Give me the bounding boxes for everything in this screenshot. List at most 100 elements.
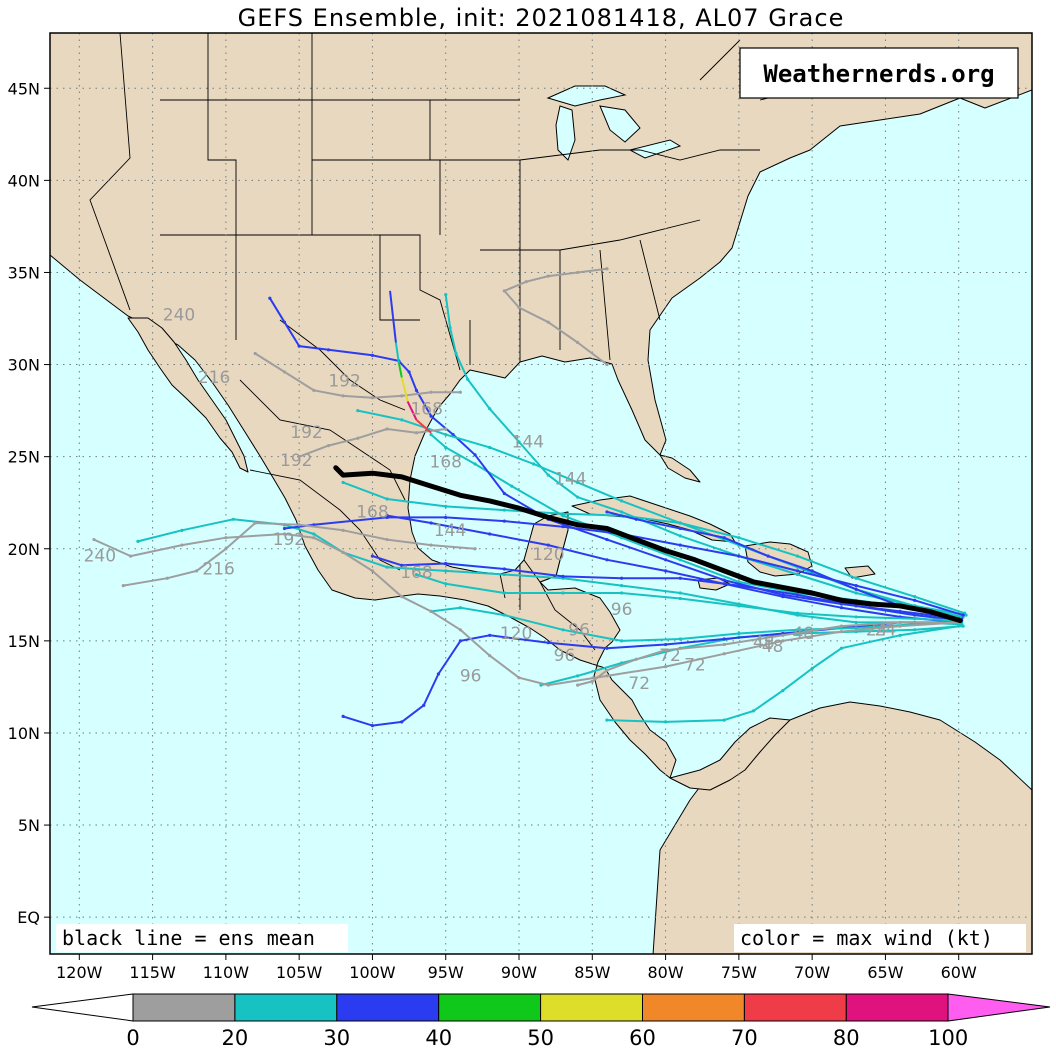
track-point xyxy=(341,550,345,555)
forecast-hour-label: 96 xyxy=(460,666,482,686)
colorbar-label: 0 xyxy=(126,1026,139,1050)
track-point xyxy=(532,462,536,466)
track-point xyxy=(620,576,624,580)
track-point xyxy=(546,320,550,324)
track-point xyxy=(678,558,682,562)
track-point xyxy=(444,582,448,586)
track-point xyxy=(444,445,448,450)
colorbar-segment xyxy=(132,993,236,1022)
forecast-hour-label: 120 xyxy=(532,545,564,565)
track-point xyxy=(414,572,419,577)
track-point xyxy=(839,630,844,634)
andros-bahamas xyxy=(659,454,701,483)
forecast-hour-label: 192 xyxy=(290,423,322,443)
track-point xyxy=(429,390,433,394)
track-point xyxy=(356,409,360,413)
colorbar-label: 60 xyxy=(629,1026,656,1050)
yucatan xyxy=(523,511,569,583)
track-point xyxy=(297,344,301,348)
track-point xyxy=(502,613,506,617)
lat-tick-label: 20N xyxy=(8,540,40,559)
track-point xyxy=(722,652,726,656)
track-point xyxy=(781,595,785,599)
track-point xyxy=(781,688,785,693)
track-point xyxy=(795,593,800,597)
track-point xyxy=(810,666,814,671)
track-point xyxy=(839,606,844,610)
track-point xyxy=(605,537,609,542)
forecast-hour-label: 216 xyxy=(202,560,234,580)
lake-superior xyxy=(546,85,627,107)
track-point xyxy=(605,668,609,672)
colorbar-tick-labels: 0 20 30 40 50 60 70 80 100 xyxy=(126,1026,968,1050)
lat-tick-label: 45N xyxy=(8,79,40,98)
wind-colorbar: 0 20 30 40 50 60 70 80 100 xyxy=(31,993,1051,1050)
track-point xyxy=(576,480,580,485)
colorbar-segment xyxy=(438,993,542,1022)
colorbar-label: 40 xyxy=(425,1026,452,1050)
track-point xyxy=(663,720,668,724)
track-point xyxy=(576,683,580,687)
track-point xyxy=(898,624,902,628)
track-point xyxy=(444,432,448,437)
track-point xyxy=(839,624,844,628)
track-point xyxy=(502,519,506,523)
track-point xyxy=(414,388,419,392)
track-point xyxy=(253,351,257,356)
forecast-hour-label: 24 xyxy=(875,620,897,640)
track-point xyxy=(737,536,741,540)
track-point xyxy=(678,534,682,538)
colorbar-label: 70 xyxy=(731,1026,758,1050)
track-point xyxy=(517,676,521,680)
track-point xyxy=(312,388,316,392)
track-point xyxy=(180,543,184,547)
track-point xyxy=(429,609,433,613)
colorbar-left-arrow xyxy=(31,993,134,1022)
colorbar-label: 30 xyxy=(323,1026,350,1050)
track-point xyxy=(448,326,452,330)
track-point xyxy=(370,396,375,400)
track-point xyxy=(407,370,411,374)
lon-tick-label: 65W xyxy=(867,963,903,982)
wind-legend-text: color = max wind (kt) xyxy=(740,926,993,950)
track-point xyxy=(854,620,858,625)
track-point xyxy=(488,633,492,637)
member-track-segment xyxy=(406,400,418,421)
member-track-segment xyxy=(415,419,432,434)
forecast-hour-label: 120 xyxy=(500,624,532,644)
track-point xyxy=(451,432,455,437)
track-point xyxy=(231,517,235,521)
member-track-segment xyxy=(394,342,400,363)
brand-label[interactable]: Weathernerds.org xyxy=(763,60,994,88)
baja-california xyxy=(127,317,249,473)
map-frame xyxy=(49,32,1033,955)
brand-box[interactable]: Weathernerds.org xyxy=(739,47,1019,99)
track-point xyxy=(341,394,345,398)
track-point xyxy=(429,521,433,525)
latitude-axis: EQ 5N 10N 15N 20N 25N 30N 35N 40N 45N xyxy=(8,79,50,927)
track-point xyxy=(737,554,741,558)
track-point xyxy=(422,703,426,707)
track-point xyxy=(326,444,331,448)
member-track xyxy=(123,522,476,587)
track-point xyxy=(678,596,682,601)
track-point xyxy=(370,353,375,357)
lake-michigan xyxy=(555,105,576,161)
forecast-hour-label: 168 xyxy=(410,399,442,419)
lon-tick-label: 120W xyxy=(56,963,103,982)
track-point xyxy=(253,521,257,525)
track-point xyxy=(165,576,169,580)
track-point xyxy=(576,674,580,678)
colorbar-segment xyxy=(642,993,745,1022)
track-point xyxy=(722,536,726,540)
track-point xyxy=(502,572,506,577)
forecast-hour-label: 96 xyxy=(554,646,576,666)
track-point xyxy=(737,604,741,608)
track-point xyxy=(473,453,477,457)
track-point xyxy=(444,561,448,566)
track-point xyxy=(722,637,726,641)
track-point xyxy=(517,305,521,310)
track-point xyxy=(385,497,389,501)
track-point xyxy=(502,567,506,571)
track-point xyxy=(795,611,800,615)
